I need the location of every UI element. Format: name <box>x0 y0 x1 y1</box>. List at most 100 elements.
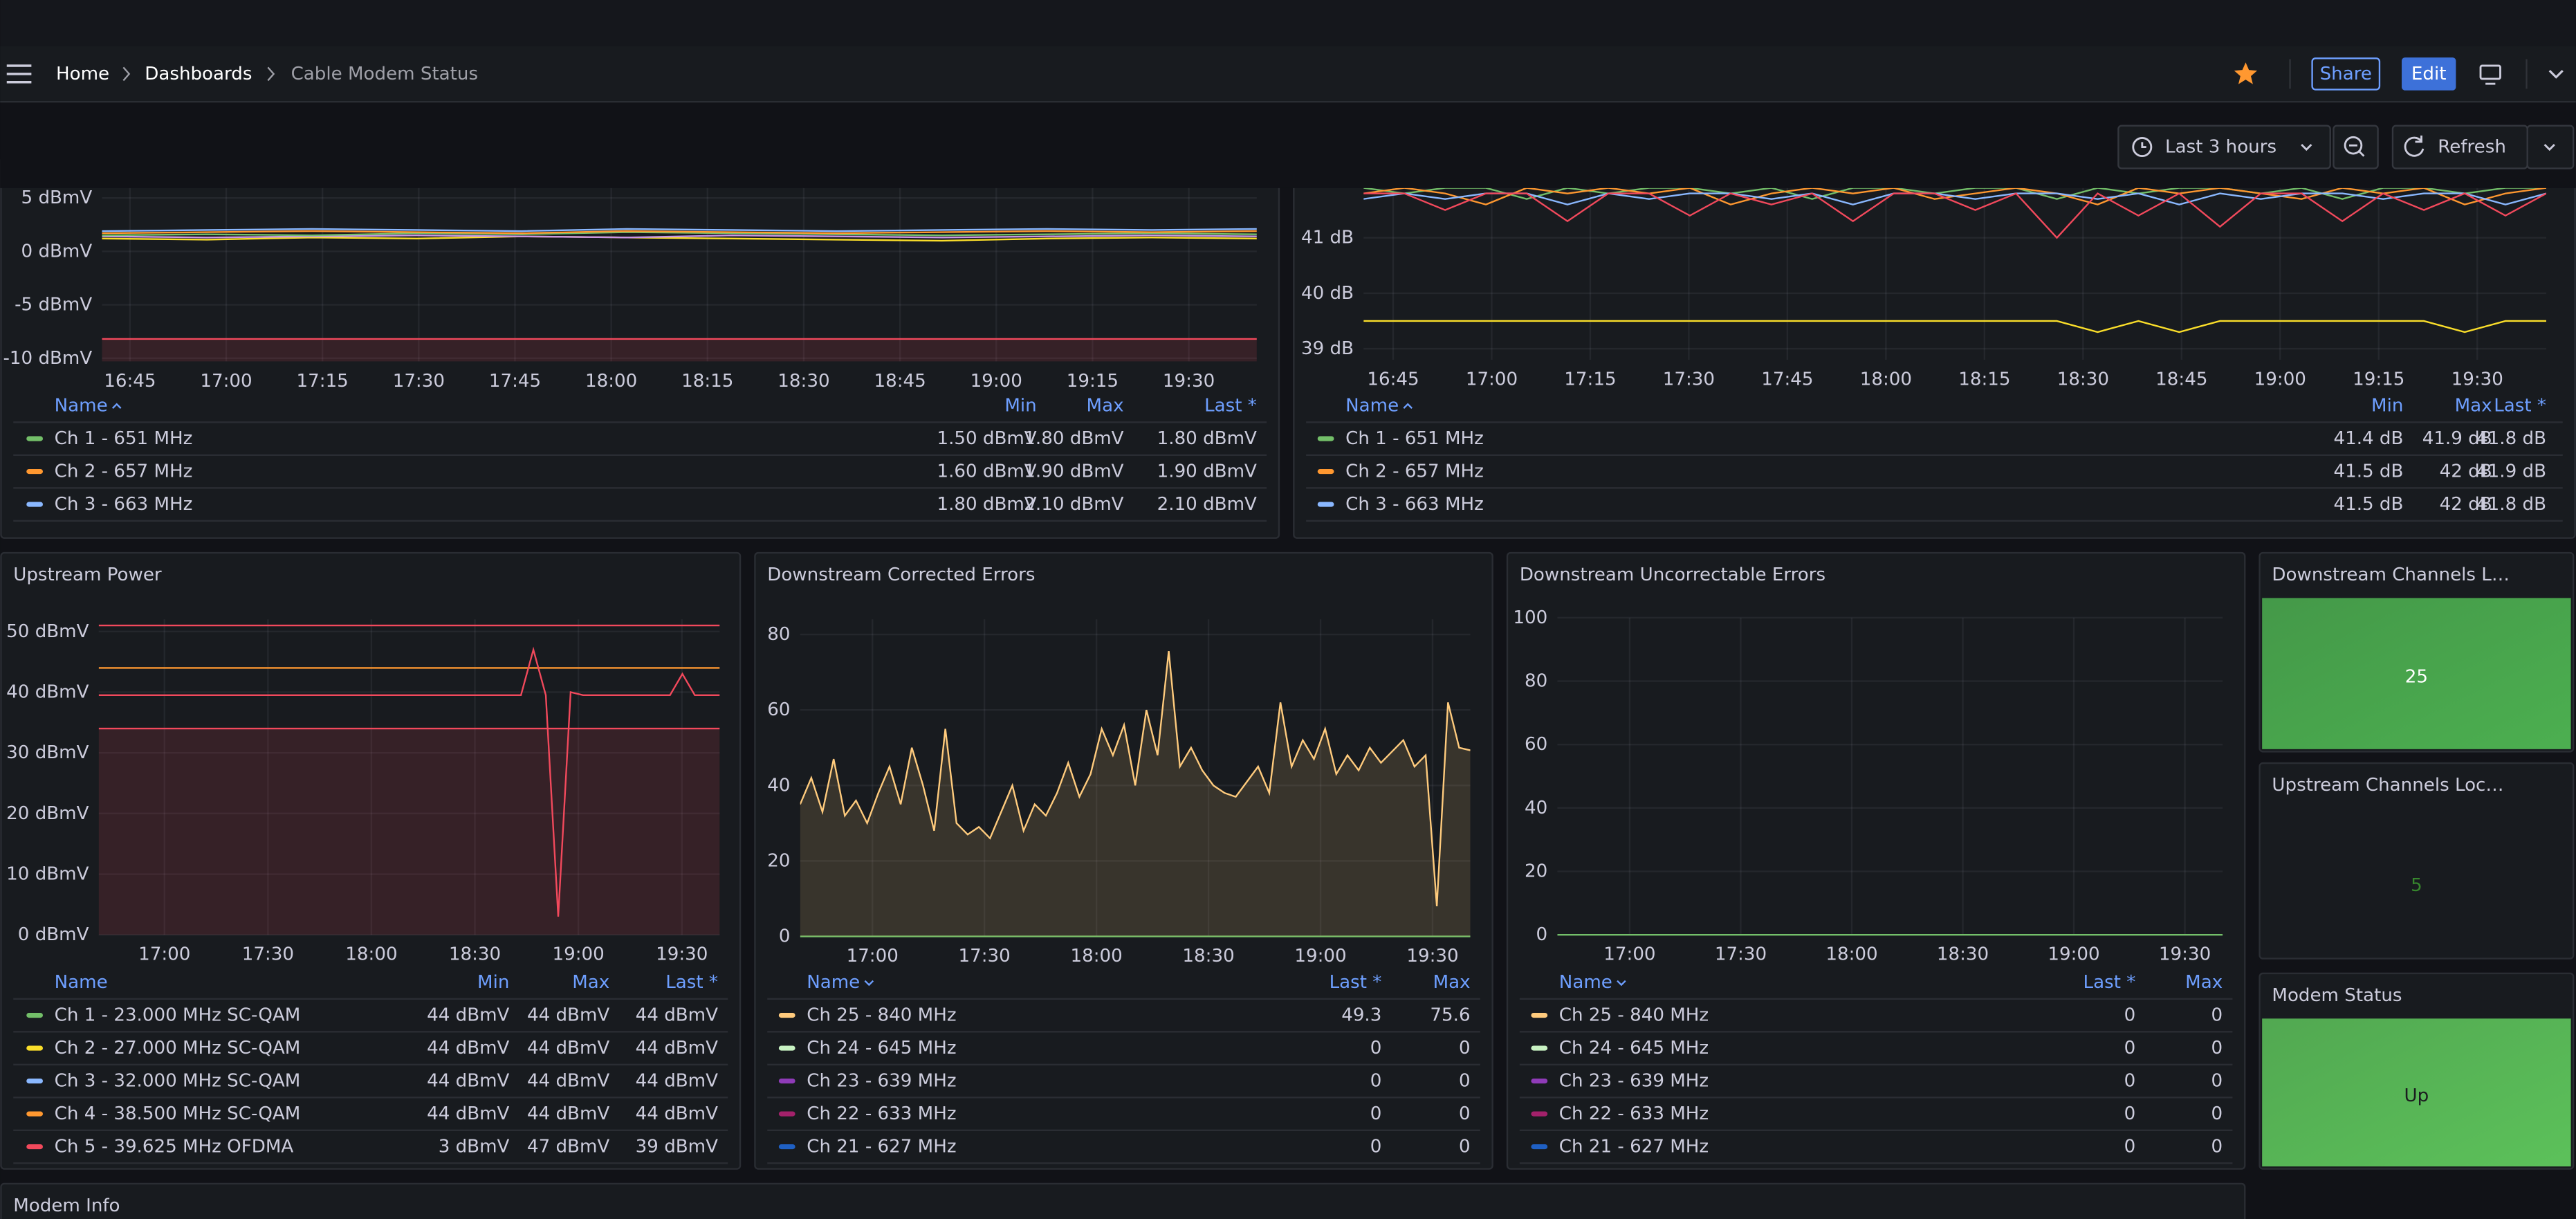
sort-indicator <box>1617 980 1626 987</box>
legend-header: Max <box>1433 972 1471 993</box>
x-tick-label: 18:30 <box>778 371 829 392</box>
legend-value: 0 <box>2211 1038 2223 1058</box>
legend-value: 0 <box>1370 1103 1382 1124</box>
legend-value: 0 <box>2124 1071 2136 1092</box>
y-tick-label: 0 <box>779 926 791 947</box>
x-tick-label: 16:45 <box>104 371 156 392</box>
legend-header: Name <box>1345 396 1399 416</box>
breadcrumb-current: Cable Modem Status <box>291 64 478 84</box>
legend-header: Name <box>55 972 108 993</box>
panels: 5 dBmV 0 dBmV -5 dBmV -10 dBmV 16:45 17:00 17:… <box>0 156 2576 1219</box>
x-tick-label: 17:00 <box>138 944 190 965</box>
stat-background <box>2262 598 2571 749</box>
breadcrumb[interactable]: Home <box>56 64 109 84</box>
legend-swatch <box>1531 1111 1548 1117</box>
legend-value: 75.6 <box>1430 1005 1470 1026</box>
legend-value: 41.8 dB <box>2476 428 2546 449</box>
legend-value: 44 dBmV <box>527 1071 609 1092</box>
legend-value: 0 <box>1370 1071 1382 1092</box>
legend-value: 1.80 dBmV <box>1024 428 1123 449</box>
x-tick-label: 19:30 <box>1406 946 1458 966</box>
legend-swatch <box>26 1012 44 1018</box>
y-tick-label: 0 <box>1536 924 1548 945</box>
kiosk-button[interactable] <box>2479 64 2501 85</box>
legend-name: Ch 3 - 32.000 MHz SC-QAM <box>55 1071 301 1092</box>
x-tick-label: 19:00 <box>2254 369 2306 390</box>
y-tick-label: 30 dBmV <box>6 742 89 763</box>
series-line <box>1363 192 2546 239</box>
stat-value: 5 <box>2411 875 2422 896</box>
legend-value: 39 dBmV <box>636 1137 718 1157</box>
y-tick-label: 40 <box>1525 798 1547 818</box>
legend-header: Name <box>55 396 108 416</box>
collapse-button[interactable] <box>2548 70 2564 79</box>
refresh-label[interactable]: Refresh <box>2438 137 2506 158</box>
legend-swatch <box>26 1144 44 1150</box>
series-line <box>102 235 1257 242</box>
clock-icon <box>2132 137 2153 158</box>
clock-hands <box>2141 142 2146 148</box>
stat-title: Modem Status <box>2272 985 2402 1006</box>
x-tick-label: 19:00 <box>1294 946 1346 966</box>
x-tick-label: 19:00 <box>553 944 605 965</box>
legend-value: 44 dBmV <box>527 1005 609 1026</box>
top-chrome: Home Dashboards Cable Modem Status Share… <box>0 0 2576 188</box>
legend-name: Ch 1 - 651 MHz <box>55 428 193 449</box>
edit-label[interactable]: Edit <box>2411 64 2447 84</box>
x-tick-label: 18:00 <box>345 944 397 965</box>
legend-name: Ch 23 - 639 MHz <box>1559 1071 1709 1092</box>
y-tick-label: 41 dB <box>1301 228 1354 248</box>
x-tick-label: 18:00 <box>1070 946 1122 966</box>
x-tick-label: 17:00 <box>1603 944 1655 965</box>
y-tick-label: 50 dBmV <box>6 621 89 642</box>
legend-value: 1.80 dBmV <box>937 494 1036 515</box>
x-tick-label: 17:30 <box>1663 369 1715 390</box>
refresh-interval-button[interactable] <box>2526 125 2575 169</box>
legend-name: Ch 3 - 663 MHz <box>55 494 193 515</box>
y-tick-label: -5 dBmV <box>15 295 92 315</box>
breadcrumb-separator <box>122 66 131 82</box>
x-tick-label: 19:30 <box>656 944 708 965</box>
x-tick-label: 18:45 <box>2155 369 2207 390</box>
legend-name: Ch 1 - 23.000 MHz SC-QAM <box>55 1005 301 1026</box>
x-tick-label: 19:30 <box>1163 371 1215 392</box>
x-tick-label: 17:00 <box>847 946 899 966</box>
x-tick-label: 18:00 <box>585 371 637 392</box>
legend-swatch <box>778 1111 795 1117</box>
y-tick-label: 60 <box>1525 734 1547 755</box>
legend-value: 42 dB <box>2440 494 2492 515</box>
x-tick-label: 17:00 <box>200 371 252 392</box>
breadcrumb[interactable]: Dashboards <box>145 64 252 84</box>
legend-swatch <box>1317 436 1334 441</box>
legend-name: Ch 3 - 663 MHz <box>1345 494 1484 515</box>
favorite-star[interactable] <box>2234 62 2258 84</box>
panel-title: Downstream Uncorrectable Errors <box>1520 565 1825 585</box>
legend-swatch <box>778 1012 795 1018</box>
share-button[interactable] <box>2311 57 2381 91</box>
time-picker[interactable] <box>2117 125 2331 169</box>
y-tick-label: 20 <box>1525 861 1547 882</box>
x-tick-label: 18:15 <box>1958 369 2010 390</box>
x-tick-label: 18:30 <box>1182 946 1234 966</box>
legend-value: 3 dBmV <box>439 1137 510 1157</box>
legend-value: 44 dBmV <box>427 1103 509 1124</box>
edit-button[interactable] <box>2402 57 2456 91</box>
sort-indicator <box>864 980 874 987</box>
zoom-icon-detail <box>2349 144 2365 157</box>
legend-swatch <box>26 1045 44 1051</box>
time-range[interactable]: Last 3 hours <box>2165 137 2276 158</box>
y-tick-label: 0 dBmV <box>21 241 93 262</box>
legend-value: 44 dBmV <box>636 1005 718 1026</box>
legend-value: 1.50 dBmV <box>937 428 1036 449</box>
x-tick-label: 17:30 <box>1715 944 1767 965</box>
y-tick-label: 20 dBmV <box>6 803 89 824</box>
legend-swatch <box>1317 468 1334 475</box>
series-line <box>1363 320 2546 333</box>
y-tick-label: 39 dB <box>1301 338 1354 359</box>
y-tick-label: 5 dBmV <box>21 187 93 208</box>
legend-value: 41.4 dB <box>2333 428 2403 449</box>
legend-header: Last * <box>2083 972 2136 993</box>
menu-button[interactable] <box>6 64 32 84</box>
share-label[interactable]: Share <box>2320 64 2372 84</box>
zoom-out-button[interactable] <box>2333 125 2379 169</box>
